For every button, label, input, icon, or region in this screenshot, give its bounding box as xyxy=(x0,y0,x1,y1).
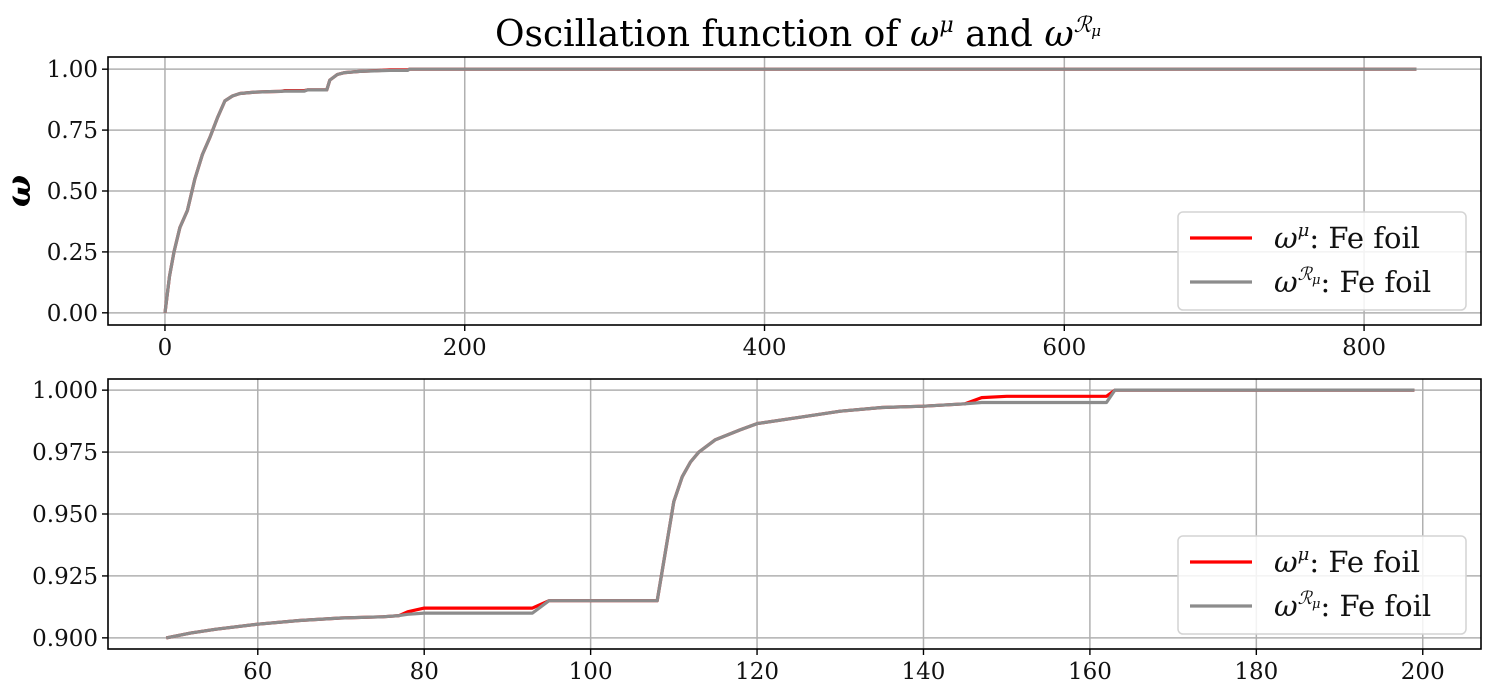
y-tick-label: 0.975 xyxy=(32,440,98,466)
y-tick-label: 0.900 xyxy=(32,626,98,652)
top-panel: 0 200 400 600 800 0.00 0.25 0.50 0.75 1.00 ω ωμ: Fe… xyxy=(0,56,1482,361)
y-tick-label: 0.50 xyxy=(47,179,98,205)
title-omega-1: ω xyxy=(910,14,939,55)
legend-entry-label: ωℛμ: Fe foil xyxy=(1274,264,1431,299)
title-sup-1: μ xyxy=(939,13,953,38)
y-tick-label: 1.00 xyxy=(47,57,98,83)
x-tick-label: 100 xyxy=(569,659,613,685)
x-tick-label: 180 xyxy=(1234,659,1278,685)
y-tick-label: 0.950 xyxy=(32,502,98,528)
x-tick-label: 200 xyxy=(1401,659,1445,685)
x-tick-label: 60 xyxy=(243,659,272,685)
x-tick-label: 400 xyxy=(743,335,787,361)
legend-entry-label: ωμ: Fe foil xyxy=(1274,220,1420,255)
title-sup-2: ℛ xyxy=(1074,13,1093,38)
x-tick-label: 800 xyxy=(1342,335,1386,361)
x-tick-label: 80 xyxy=(410,659,439,685)
legend: ωμ: Fe foil ωℛμ: Fe foil xyxy=(1177,535,1467,635)
y-tick-label: 0.00 xyxy=(47,301,98,327)
title-omega-2: ω xyxy=(1044,14,1073,55)
title-sup-2-sub: μ xyxy=(1091,22,1101,40)
legend: ωμ: Fe foil ωℛμ: Fe foil xyxy=(1177,211,1467,311)
x-tick-label: 200 xyxy=(443,335,487,361)
series-line-omega-r-mu xyxy=(165,388,1415,640)
x-tick-label: 160 xyxy=(1068,659,1112,685)
title-prefix: Oscillation function of xyxy=(495,14,910,55)
y-tick-label: 1.000 xyxy=(32,378,98,404)
x-tick-label: 600 xyxy=(1042,335,1086,361)
x-tick-label: 0 xyxy=(158,335,173,361)
y-tick-label: 0.25 xyxy=(47,240,98,266)
bottom-panel: 60 80 100 120 140 160 180 200 0.900 0.925 0.950 0.9… xyxy=(32,378,1482,685)
legend-entry-label: ωℛμ: Fe foil xyxy=(1274,588,1431,623)
series-line-omega-r-mu xyxy=(163,67,1417,313)
x-tick-label: 120 xyxy=(735,659,779,685)
y-axis-label: ω xyxy=(0,175,39,207)
x-tick-label: 140 xyxy=(902,659,946,685)
legend-entry-label: ωμ: Fe foil xyxy=(1274,544,1420,579)
y-tick-label: 0.925 xyxy=(32,564,98,590)
y-tick-label: 0.75 xyxy=(47,118,98,144)
chart-title: Oscillation function of ωμ and ωℛμ xyxy=(495,13,1101,55)
title-mid: and xyxy=(954,14,1045,55)
